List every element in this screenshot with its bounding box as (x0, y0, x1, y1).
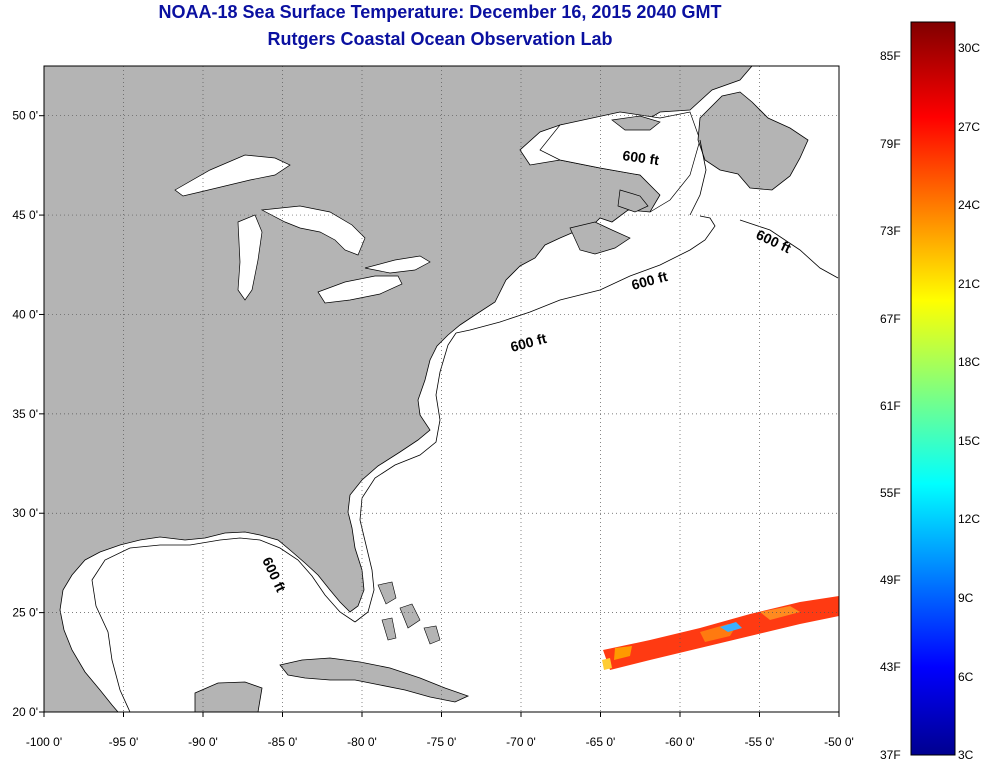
lat-tick-label: 30 0' (12, 506, 38, 520)
colorbar-c-label: 18C (958, 355, 981, 369)
colorbar-c-label: 3C (958, 748, 974, 762)
lat-tick-label: 40 0' (12, 307, 38, 321)
colorbar-c-label: 12C (958, 512, 981, 526)
colorbar-c-label: 24C (958, 198, 981, 212)
colorbar-c-label: 15C (958, 434, 981, 448)
colorbar-f-label: 55F (880, 486, 901, 500)
map-title: NOAA-18 Sea Surface Temperature: Decembe… (158, 2, 722, 22)
land-bahamas (377, 581, 441, 645)
lat-tick-label: 25 0' (12, 606, 38, 620)
colorbar-c-label: 30C (958, 41, 981, 55)
land-newfoundland (697, 91, 809, 191)
lat-tick-label: 35 0' (12, 407, 38, 421)
colorbar-c-label: 27C (958, 120, 981, 134)
colorbar-c-label: 6C (958, 670, 974, 684)
lon-tick-label: -90 0' (188, 735, 218, 749)
lon-tick-label: -60 0' (665, 735, 695, 749)
colorbar-f-label: 37F (880, 748, 901, 762)
sst-swath (602, 596, 839, 670)
graticule (44, 66, 839, 712)
lon-tick-label: -50 0' (824, 735, 854, 749)
colorbar-f-label: 67F (880, 312, 901, 326)
colorbar-f-label: 49F (880, 573, 901, 587)
land-islands-gulf (569, 115, 661, 255)
colorbar-f-label: 61F (880, 399, 901, 413)
map-subtitle: Rutgers Coastal Ocean Observation Lab (267, 29, 613, 49)
lon-tick-label: -55 0' (745, 735, 775, 749)
lon-tick-label: -65 0' (586, 735, 616, 749)
colorbar-f-label: 79F (880, 137, 901, 151)
lon-tick-label: -75 0' (427, 735, 457, 749)
land-cuba (279, 657, 470, 703)
lon-tick-label: -80 0' (347, 735, 377, 749)
colorbar-f-label: 73F (880, 224, 901, 238)
colorbar-c-label: 9C (958, 591, 974, 605)
gulf-of-st-lawrence (539, 111, 701, 213)
lon-tick-label: -100 0' (26, 735, 62, 749)
lat-tick-label: 50 0' (12, 109, 38, 123)
lat-tick-label: 20 0' (12, 705, 38, 719)
latitude-axis: 50 0' 45 0' 40 0' 35 0' 30 0' 25 0' 20 0' (12, 109, 44, 719)
lon-tick-label: -95 0' (109, 735, 139, 749)
land-yucatan (194, 681, 263, 712)
great-lakes (174, 154, 431, 304)
lat-tick-label: 45 0' (12, 208, 38, 222)
lon-tick-label: -85 0' (268, 735, 298, 749)
colorbar-f-label: 85F (880, 49, 901, 63)
lon-tick-label: -70 0' (506, 735, 536, 749)
colorbar (910, 21, 956, 756)
depth-contour-600ft (91, 139, 839, 712)
colorbar-f-label: 43F (880, 660, 901, 674)
contour-label: 600 ft (622, 147, 661, 168)
longitude-axis: -100 0' -95 0' -90 0' -85 0' -80 0' -75 0' -70… (26, 712, 854, 749)
colorbar-c-label: 21C (958, 277, 981, 291)
